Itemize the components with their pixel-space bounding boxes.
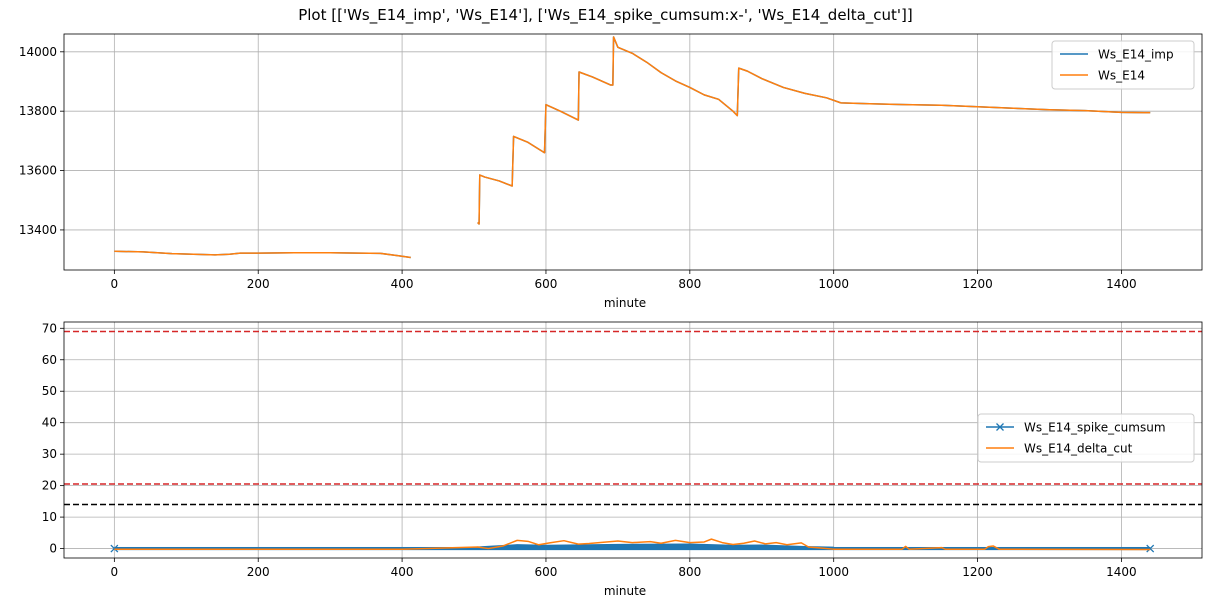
x-tick-label: 1400 (1106, 565, 1137, 579)
y-tick-label: 10 (42, 510, 57, 524)
x-tick-label: 800 (678, 565, 701, 579)
y-tick-label: 70 (42, 321, 57, 335)
axes-frame (63, 33, 1203, 271)
x-tick-label: 1200 (962, 565, 993, 579)
x-tick-label: 600 (535, 277, 558, 291)
figure-title: Plot [['Ws_E14_imp', 'Ws_E14'], ['Ws_E14… (298, 6, 913, 24)
x-tick-label: 1000 (818, 277, 849, 291)
x-tick-label: 0 (111, 565, 119, 579)
x-tick-label: 200 (247, 565, 270, 579)
series-line (114, 538, 1151, 551)
legend-entry: Ws_E14_delta_cut (1024, 442, 1133, 456)
top-axes: 0 200 400 600 800 1000 1200 1400 13400 13600 13800… (19, 33, 1203, 310)
legend-frame (977, 413, 1195, 463)
x-tick-label: 1400 (1106, 277, 1137, 291)
legend-entry: Ws_E14_spike_cumsum (1024, 421, 1166, 435)
legend-marker (996, 423, 1004, 431)
series-line (477, 36, 1151, 225)
x-axis-label: minute (604, 296, 646, 310)
x-tick-label: 400 (391, 277, 414, 291)
x-tick-label: 400 (391, 565, 414, 579)
y-tick-label: 13800 (19, 104, 57, 118)
plot-area (114, 36, 1151, 259)
x-marker (1146, 544, 1155, 553)
axes-frame (63, 321, 1203, 559)
x-tick-label: 1000 (818, 565, 849, 579)
y-tick-label: 30 (42, 447, 57, 461)
legend: Ws_E14_imp Ws_E14 (1051, 40, 1195, 90)
y-tick-label: 60 (42, 353, 57, 367)
y-tick-label: 0 (49, 542, 57, 556)
x-tick-label: 1200 (962, 277, 993, 291)
legend-entry: Ws_E14 (1098, 69, 1145, 83)
y-tick-label: 20 (42, 479, 57, 493)
series-Ws_E14 (114, 36, 1151, 259)
bottom-axes: 0 200 400 600 800 1000 1200 1400 0 10 20 30 40 50 60 70… (42, 321, 1203, 598)
y-tick-label: 13400 (19, 223, 57, 237)
series-Ws_E14_imp (114, 36, 1151, 259)
x-tick-label: 600 (535, 565, 558, 579)
x-tick-label: 200 (247, 277, 270, 291)
series-line (477, 36, 1151, 225)
x-axis-label: minute (604, 584, 646, 598)
x-tick-label: 0 (111, 277, 119, 291)
legend: Ws_E14_spike_cumsum Ws_E14_delta_cut (977, 413, 1195, 463)
plot-area (64, 330, 1202, 553)
legend-entry: Ws_E14_imp (1098, 48, 1174, 62)
y-tick-label: 50 (42, 384, 57, 398)
series-Ws_E14_delta_cut (114, 538, 1151, 551)
y-tick-label: 14000 (19, 45, 57, 59)
y-tick-label: 40 (42, 416, 57, 430)
x-tick-label: 800 (678, 277, 701, 291)
spike-band (114, 546, 1151, 551)
series-line (114, 250, 411, 259)
legend-frame (1051, 40, 1195, 90)
series-Ws_E14_spike_cumsum (110, 543, 1155, 553)
spike-band-bulge (474, 543, 834, 549)
y-tick-label: 13600 (19, 164, 57, 178)
